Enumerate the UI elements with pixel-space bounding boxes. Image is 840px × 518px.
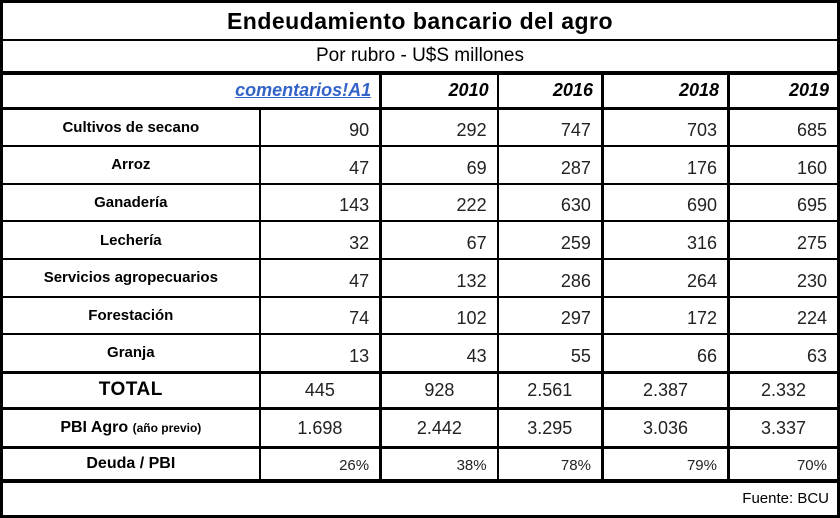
value-cell: 297: [496, 295, 604, 336]
value-cell: 685: [726, 107, 840, 147]
value-cell: 287: [496, 144, 604, 185]
value-cell: 55: [496, 333, 604, 374]
value-cell: 172: [600, 295, 730, 336]
value-cell: 176: [600, 144, 730, 185]
value-cell: 224: [726, 295, 840, 336]
comentarios-link[interactable]: comentarios!A1: [235, 80, 372, 101]
value-cell: 630: [496, 182, 604, 223]
row-label-lecheria: Lechería: [0, 220, 261, 260]
value-cell: 43: [379, 333, 499, 374]
table-row: Ganadería 143 222 630 690 695: [0, 182, 840, 223]
value-cell: 143: [258, 182, 382, 223]
value-cell: 275: [726, 220, 840, 260]
source-note: Fuente: BCU: [0, 479, 840, 518]
col-header-2010: 2010: [379, 71, 499, 110]
value-cell: 3.295: [496, 407, 604, 449]
value-cell: 13: [258, 333, 382, 374]
title-row: Endeudamiento bancario del agro: [0, 0, 840, 41]
value-cell: 703: [600, 107, 730, 147]
value-cell: 695: [726, 182, 840, 223]
col-header-2019: 2019: [726, 71, 840, 110]
value-cell: 292: [379, 107, 499, 147]
row-label-total: TOTAL: [0, 370, 261, 411]
table-row: Servicios agropecuarios 47 132 286 264 2…: [0, 257, 840, 298]
value-cell: 102: [379, 295, 499, 336]
row-label-forestacion: Forestación: [0, 295, 261, 336]
value-cell: 1.698: [258, 407, 382, 449]
pbi-label: PBI Agro: [60, 419, 129, 437]
value-cell: 66: [600, 333, 730, 374]
value-cell: 32: [258, 220, 382, 260]
value-cell: 264: [600, 257, 730, 298]
value-cell: 38%: [379, 446, 499, 483]
row-label-ganaderia: Ganadería: [0, 182, 261, 223]
value-cell: 70%: [726, 446, 840, 483]
value-cell: 2.561: [496, 370, 604, 411]
value-cell: 259: [496, 220, 604, 260]
row-label-arroz: Arroz: [0, 144, 261, 185]
row-label-cultivos: Cultivos de secano: [0, 107, 261, 147]
header-row: comentarios!A1 2010 2016 2018 2019: [0, 71, 840, 110]
value-cell: 230: [726, 257, 840, 298]
value-cell: 690: [600, 182, 730, 223]
value-cell: 47: [258, 257, 382, 298]
value-cell: 286: [496, 257, 604, 298]
value-cell: 90: [258, 107, 382, 147]
subtitle-row: Por rubro - U$S millones: [0, 39, 840, 75]
value-cell: 74: [258, 295, 382, 336]
table-row: Lechería 32 67 259 316 275: [0, 220, 840, 260]
value-cell: 3.337: [726, 407, 840, 449]
value-cell: 2.442: [379, 407, 499, 449]
value-cell: 47: [258, 144, 382, 185]
value-cell: 132: [379, 257, 499, 298]
value-cell: 67: [379, 220, 499, 260]
value-cell: 2.387: [600, 370, 730, 411]
value-cell: 69: [379, 144, 499, 185]
value-cell: 26%: [258, 446, 382, 483]
row-label-granja: Granja: [0, 333, 261, 374]
value-cell: 445: [258, 370, 382, 411]
value-cell: 78%: [496, 446, 604, 483]
col-header-2018: 2018: [600, 71, 730, 110]
pbi-label-note: (año previo): [132, 421, 202, 436]
value-cell: 160: [726, 144, 840, 185]
value-cell: 222: [379, 182, 499, 223]
ratio-row: Deuda / PBI 26% 38% 78% 79% 70%: [0, 446, 840, 483]
value-cell: 3.036: [600, 407, 730, 449]
value-cell: 79%: [600, 446, 730, 483]
footer-row: Fuente: BCU: [0, 479, 840, 518]
table-row: Arroz 47 69 287 176 160: [0, 144, 840, 185]
row-label-pbi-agro: PBI Agro (año previo): [0, 407, 261, 449]
value-cell: 928: [379, 370, 499, 411]
value-cell: 747: [496, 107, 604, 147]
table-row: Forestación 74 102 297 172 224: [0, 295, 840, 336]
total-row: TOTAL 445 928 2.561 2.387 2.332: [0, 370, 840, 411]
page-title: Endeudamiento bancario del agro: [0, 0, 840, 41]
col-header-2016: 2016: [496, 71, 604, 110]
header-link-cell: comentarios!A1: [0, 71, 382, 110]
row-label-servicios: Servicios agropecuarios: [0, 257, 261, 298]
row-label-deuda-pbi: Deuda / PBI: [0, 446, 261, 483]
value-cell: 63: [726, 333, 840, 374]
table-row: Cultivos de secano 90 292 747 703 685: [0, 107, 840, 147]
pbi-row: PBI Agro (año previo) 1.698 2.442 3.295 …: [0, 407, 840, 449]
value-cell: 316: [600, 220, 730, 260]
table-subtitle: Por rubro - U$S millones: [0, 39, 840, 75]
table-row: Granja 13 43 55 66 63: [0, 333, 840, 374]
value-cell: 2.332: [726, 370, 840, 411]
